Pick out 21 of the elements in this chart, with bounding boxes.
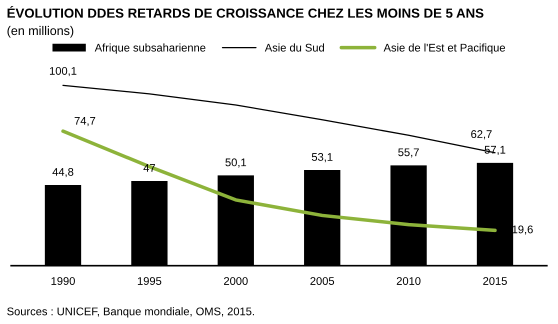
x-tick-label: 2000 <box>224 277 248 285</box>
chart-subtitle: (en millions) <box>7 26 74 38</box>
x-tick-label: 1990 <box>51 277 75 285</box>
data-label: 55,7 <box>398 148 419 158</box>
legend-label: Asie du Sud <box>264 43 324 52</box>
x-tick-label: 2015 <box>483 277 507 285</box>
data-label: 19,6 <box>512 225 533 235</box>
x-tick-label: 2005 <box>310 277 334 285</box>
legend-label: Afrique subsaharienne <box>94 43 206 54</box>
data-label: 44,8 <box>52 168 74 178</box>
x-tick-label: 1995 <box>138 277 162 285</box>
x-tick-label: 2010 <box>396 277 421 285</box>
data-label: 53,1 <box>312 153 332 162</box>
chart-title: ÉVOLUTION DDES RETARDS DE CROISSANCE CHEZ LES MOINS DE 5 ANS <box>8 6 484 18</box>
legend-label: Asie de l'Est et Pacifique <box>384 43 506 54</box>
source-note: Sources : UNICEF, Banque mondiale, OMS, 2015. <box>7 307 254 318</box>
data-label: 50,1 <box>225 158 246 168</box>
data-label: 100,1 <box>50 66 76 76</box>
data-label: 57,1 <box>484 146 506 155</box>
data-label: 74,7 <box>74 117 96 126</box>
data-label: 62,7 <box>471 130 492 140</box>
